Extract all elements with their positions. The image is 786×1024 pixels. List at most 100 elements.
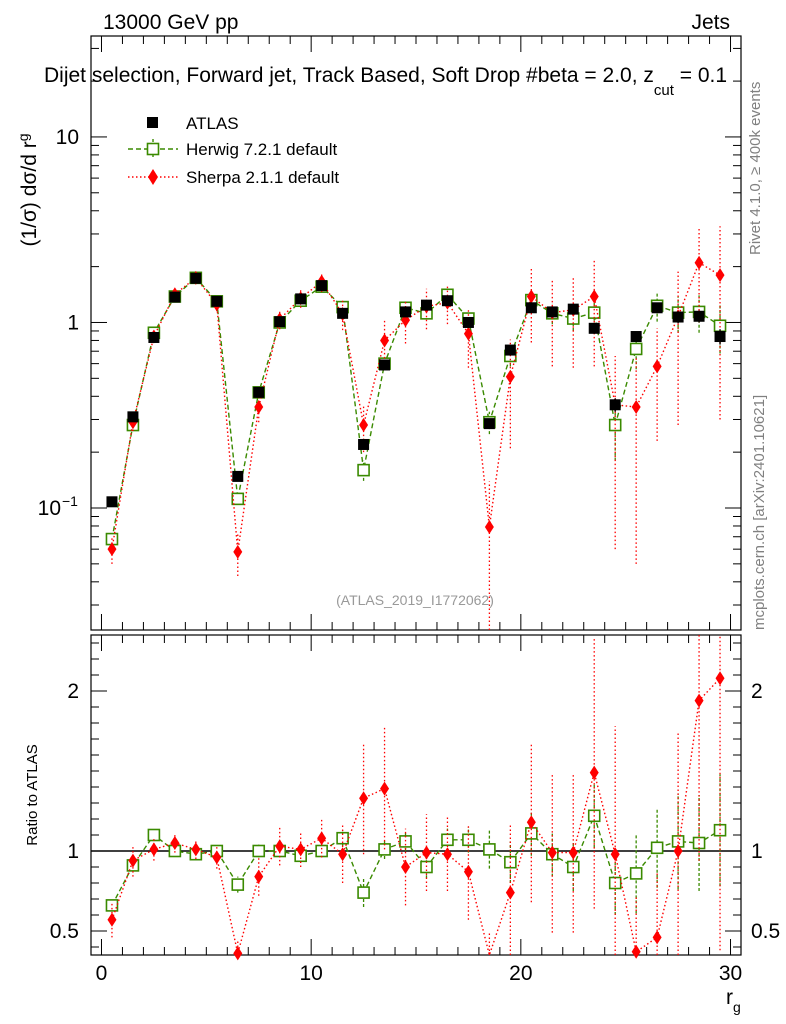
ratio-sherpa-point <box>233 946 243 961</box>
plot-title-beta: eta = 2.0, z <box>549 64 654 87</box>
ratio-sherpa-point <box>463 864 473 879</box>
main-herwig-point <box>629 342 643 356</box>
ratio-sherpa-point <box>149 842 159 857</box>
ratio-sherpa-point <box>505 885 515 900</box>
main-atlas-point <box>253 386 265 398</box>
ratio-sherpa-point <box>128 853 138 868</box>
ratio-herwig-point <box>252 844 266 858</box>
ratio-ylabel: Ratio to ATLAS <box>24 744 41 845</box>
legend-sherpa-marker <box>148 169 158 185</box>
ratio-ytick-label-right: 2 <box>751 680 763 703</box>
main-atlas-point <box>148 331 160 343</box>
main-sherpa-point <box>589 289 599 304</box>
main-atlas-point <box>630 331 642 343</box>
plot-title-main: Dijet selection, Forward jet, Track Base… <box>44 64 549 87</box>
ratio-sherpa-point <box>526 815 536 830</box>
main-ylabel: (1/σ) dσ/d rg <box>15 133 41 246</box>
ratio-herwig-point <box>629 867 643 880</box>
main-atlas-point <box>462 316 474 328</box>
ratio-sherpa-point <box>317 831 327 846</box>
rivet-version-label: Rivet 4.1.0, ≥ 400k events <box>747 82 764 255</box>
ratio-herwig-point <box>650 841 664 855</box>
main-ytick-label: 10 <box>56 126 79 149</box>
ratio-sherpa-point <box>673 844 683 858</box>
main-ytick-label: 10 <box>38 497 61 520</box>
main-sherpa-point <box>107 542 117 557</box>
source-url-label: mcplots.cern.ch [arXiv:2401.10621] <box>751 395 768 630</box>
main-sherpa-line <box>111 261 721 552</box>
main-atlas-point <box>651 302 663 314</box>
legend-herwig-marker <box>146 142 160 156</box>
main-sherpa-point <box>652 359 662 374</box>
main-ytick-exponent: −1 <box>62 493 78 509</box>
ratio-panel-marks <box>105 635 727 961</box>
main-herwig-line <box>111 276 721 540</box>
analysis-id: (ATLAS_2019_I1772062) <box>336 592 494 608</box>
main-atlas-point <box>169 291 181 303</box>
ratio-sherpa-point <box>254 869 264 884</box>
legend: ATLAS Herwig 7.2.1 default Sherpa 2.1.1 … <box>128 114 339 187</box>
main-sherpa-point <box>359 418 369 433</box>
main-atlas-point <box>504 344 516 356</box>
ratio-panel-frame <box>90 634 742 956</box>
main-atlas-point <box>483 418 495 430</box>
main-atlas-point <box>693 310 705 322</box>
main-atlas-point <box>379 359 391 371</box>
ratio-xtick-label: 30 <box>719 962 742 985</box>
main-atlas-point <box>274 316 286 328</box>
ratio-sherpa-point <box>715 671 725 686</box>
ratio-sherpa-point <box>610 847 620 862</box>
ratio-xtick-label: 10 <box>299 962 322 985</box>
ratio-ytick-label-right: 0.5 <box>751 920 780 943</box>
main-ylabel-sub: g <box>15 133 31 141</box>
ratio-sherpa-line <box>111 677 721 958</box>
main-sherpa-point <box>526 289 536 304</box>
ratio-ytick-label-right: 1 <box>751 840 763 863</box>
main-sherpa-point <box>505 369 515 384</box>
legend-herwig-label: Herwig 7.2.1 default <box>186 140 337 159</box>
ratio-sherpa-point <box>442 847 452 862</box>
ratio-sherpa-point <box>275 839 285 854</box>
plot-title-sub: cut <box>654 82 675 99</box>
ratio-herwig-point <box>357 886 370 899</box>
ratio-herwig-line <box>111 813 721 906</box>
ratio-sherpa-point <box>380 781 390 796</box>
ratio-ytick-label: 1 <box>67 840 79 863</box>
main-atlas-point <box>588 322 600 334</box>
ratio-sherpa-point <box>694 693 704 708</box>
ratio-xtick-label: 0 <box>96 962 108 985</box>
main-herwig-point <box>587 306 601 319</box>
main-ylabel-text: (1/σ) dσ/d r <box>18 141 41 246</box>
ratio-sherpa-point <box>296 842 306 857</box>
plot-title: Dijet selection, Forward jet, Track Base… <box>44 64 727 99</box>
legend-sherpa-label: Sherpa 2.1.1 default <box>186 168 339 187</box>
ratio-herwig-point <box>315 844 328 858</box>
ratio-herwig-point <box>231 878 245 891</box>
ratio-sherpa-point <box>421 845 431 860</box>
ratio-sherpa-point <box>401 860 411 874</box>
main-atlas-point <box>672 311 684 323</box>
ratio-ytick-label: 2 <box>67 680 79 703</box>
main-ytick-label: 1 <box>67 311 79 334</box>
main-atlas-point <box>400 306 412 318</box>
main-atlas-point <box>358 438 370 450</box>
process-label: Jets <box>691 11 730 34</box>
ratio-panel-ticks: 0.5 0.51 12 20 10 20 30 <box>50 635 780 985</box>
main-sherpa-point <box>254 400 264 415</box>
plot-title-end: = 0.1 <box>674 64 727 87</box>
main-sherpa-point <box>484 519 494 534</box>
main-sherpa-point <box>715 268 725 283</box>
main-atlas-point <box>127 411 139 423</box>
ratio-sherpa-point <box>568 845 578 860</box>
main-sherpa-point <box>380 333 390 348</box>
ratio-herwig-point <box>441 833 454 847</box>
main-atlas-point <box>232 470 244 482</box>
energy-label: 13000 GeV pp <box>103 11 238 34</box>
ratio-sherpa-point <box>191 842 201 857</box>
main-sherpa-point <box>233 544 243 559</box>
main-sherpa-point <box>694 255 704 270</box>
main-atlas-point <box>567 303 579 315</box>
ratio-xlabel-sub: g <box>733 999 741 1015</box>
main-herwig-point <box>357 463 370 477</box>
ratio-sherpa-point <box>212 850 222 865</box>
